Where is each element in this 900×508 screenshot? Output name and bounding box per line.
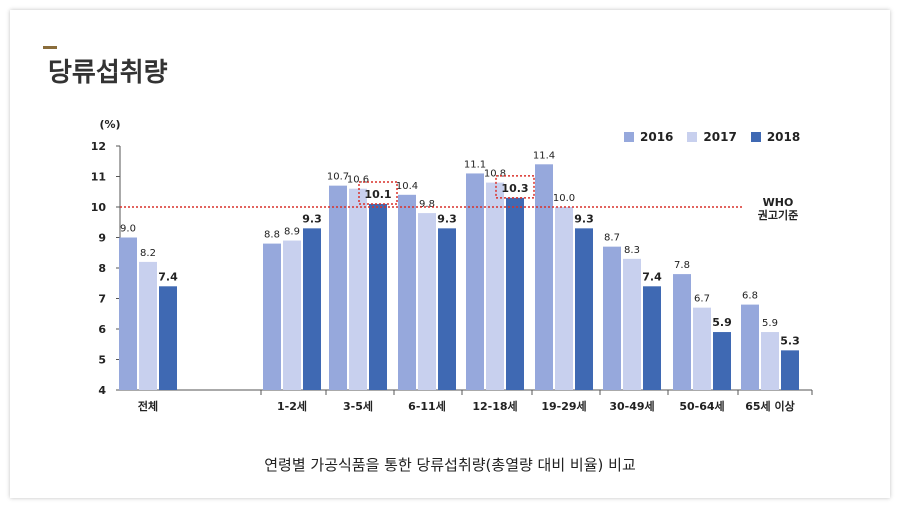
- data-label: 9.3: [302, 212, 322, 225]
- bar-2018-4: [506, 197, 524, 390]
- bar-2016-4: [466, 173, 484, 390]
- y-tick-label: 9: [98, 232, 106, 245]
- bar-2016-5: [535, 164, 553, 390]
- bar-2018-1: [303, 228, 321, 390]
- who-label-line1: WHO: [762, 196, 794, 209]
- y-tick-label: 5: [98, 354, 106, 367]
- x-tick-label: 3-5세: [343, 399, 373, 413]
- bar-2018-5: [575, 228, 593, 390]
- highlight-box: [495, 175, 535, 199]
- x-tick-label: 65세 이상: [745, 399, 795, 413]
- data-label: 10.4: [396, 181, 418, 192]
- data-label: 10.0: [553, 193, 575, 204]
- chart-caption: 연령별 가공식품을 통한 당류섭취량(총열량 대비 비율) 비교: [264, 456, 636, 474]
- who-label-line2: 권고기준: [757, 209, 799, 222]
- y-axis-unit: (%): [99, 118, 120, 131]
- bar-2016-6: [603, 246, 621, 390]
- legend-item-2018: 2018: [750, 130, 801, 144]
- data-label: 8.9: [284, 227, 300, 238]
- bar-2016-8: [741, 304, 759, 390]
- legend-swatch-2017: [687, 132, 698, 142]
- title-accent-bar: [43, 46, 57, 49]
- data-label: 6.8: [742, 291, 758, 302]
- bar-2016-1: [263, 243, 281, 390]
- data-label: 9.3: [574, 212, 594, 225]
- x-tick-label: 30-49세: [609, 399, 654, 413]
- legend-item-2017: 2017: [687, 130, 737, 144]
- data-label: 10.1: [364, 188, 391, 201]
- bar-2016-0: [119, 237, 137, 390]
- data-label: 11.1: [464, 159, 486, 170]
- y-tick-label: 4: [98, 384, 106, 397]
- x-tick-label: 6-11세: [408, 399, 446, 413]
- legend: 2016 2017 2018: [624, 130, 800, 144]
- bar-2017-0: [139, 261, 157, 390]
- data-label: 9.8: [419, 199, 435, 210]
- data-label: 10.8: [484, 169, 506, 180]
- y-tick-label: 11: [91, 171, 106, 184]
- bar-2017-4: [486, 182, 504, 390]
- data-label: 5.9: [712, 316, 732, 329]
- y-tick-label: 7: [98, 293, 106, 306]
- y-tick-label: 12: [91, 140, 106, 153]
- data-label: 7.8: [674, 260, 690, 271]
- page-title: 당류섭취량: [48, 58, 168, 88]
- data-label: 11.4: [533, 150, 555, 161]
- data-label: 5.9: [762, 318, 778, 329]
- bar-2018-8: [781, 350, 799, 390]
- data-label: 7.4: [642, 270, 662, 283]
- x-tick-label: 19-29세: [541, 399, 586, 413]
- legend-swatch-2018: [750, 132, 761, 142]
- y-tick-label: 8: [98, 262, 106, 275]
- legend-label-2018: 2018: [766, 130, 801, 144]
- bar-2018-3: [438, 228, 456, 390]
- y-tick-label: 10: [91, 201, 107, 214]
- x-tick-label: 50-64세: [679, 399, 724, 413]
- bar-2017-7: [693, 307, 711, 390]
- bar-2017-8: [761, 332, 779, 390]
- x-tick-label: 전체: [138, 399, 158, 413]
- legend-label-2016: 2016: [640, 130, 674, 144]
- data-label: 8.7: [604, 233, 620, 244]
- y-tick-label: 6: [98, 323, 106, 336]
- data-label: 9.0: [120, 224, 136, 235]
- bar-2017-6: [623, 258, 641, 390]
- who-reference-label: WHO 권고기준: [748, 196, 808, 222]
- bar-2018-2: [369, 203, 387, 390]
- x-tick-label: 1-2세: [277, 399, 307, 413]
- data-label: 10.6: [347, 175, 369, 186]
- bar-2018-7: [713, 332, 731, 390]
- highlight-box: [358, 181, 398, 205]
- bar-2016-7: [673, 274, 691, 390]
- bar-2017-3: [418, 213, 436, 390]
- data-label: 10.7: [327, 172, 349, 183]
- data-label: 9.3: [437, 212, 457, 225]
- legend-label-2017: 2017: [703, 130, 737, 144]
- data-label: 7.4: [158, 270, 178, 283]
- bar-2017-1: [283, 240, 301, 390]
- bar-2018-6: [643, 286, 661, 390]
- bar-2018-0: [159, 286, 177, 390]
- bar-2016-3: [398, 194, 416, 390]
- data-label: 8.8: [264, 230, 280, 241]
- data-label: 10.3: [501, 182, 528, 195]
- legend-swatch-2016: [624, 132, 634, 142]
- x-tick-label: 12-18세: [472, 399, 517, 413]
- bar-2017-5: [555, 207, 573, 390]
- data-label: 8.3: [624, 245, 640, 256]
- bar-2016-2: [329, 185, 347, 390]
- legend-item-2016: 2016: [624, 130, 673, 144]
- data-label: 8.2: [140, 248, 156, 259]
- data-label: 5.3: [780, 334, 800, 347]
- bar-2017-2: [349, 188, 367, 390]
- data-label: 6.7: [694, 294, 710, 305]
